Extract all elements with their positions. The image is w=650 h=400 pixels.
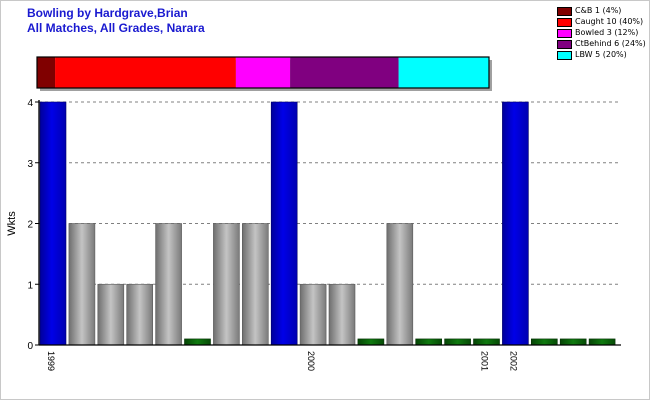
legend-label: Bowled 3 (12%)	[575, 28, 639, 37]
chart-subtitle: All Matches, All Grades, Narara	[27, 21, 205, 35]
bar	[357, 338, 385, 346]
legend-swatch	[557, 51, 572, 60]
dismissal-strip	[36, 56, 492, 91]
y-tick-label: 1	[27, 280, 33, 291]
strip-segment	[37, 57, 56, 88]
bar	[530, 338, 558, 346]
x-tick-label: 2000	[306, 351, 316, 371]
bar	[588, 338, 616, 346]
x-tick-label: 1999	[46, 351, 56, 371]
bar	[155, 223, 182, 346]
legend-label: CtBehind 6 (24%)	[575, 39, 646, 48]
bar	[386, 223, 414, 346]
bar	[126, 283, 153, 346]
bar	[270, 101, 298, 346]
bar	[328, 283, 356, 346]
legend-swatch	[557, 7, 572, 16]
bars	[39, 101, 616, 346]
y-tick-label: 3	[27, 159, 33, 170]
axes: 0 1 2 3 4 Wkts 1999 2000 2001 2002	[6, 98, 621, 371]
bar	[213, 223, 240, 346]
bar	[502, 101, 529, 346]
legend-swatch	[557, 29, 572, 38]
strip-segment	[55, 57, 236, 88]
y-tick-label: 2	[27, 220, 33, 231]
bar	[39, 101, 67, 346]
strip-segment	[398, 57, 489, 88]
chart-title: Bowling by Hardgrave,Brian	[27, 6, 188, 20]
legend-swatch	[557, 18, 572, 27]
legend-label: LBW 5 (20%)	[575, 50, 627, 59]
x-tick-label: 2001	[480, 351, 490, 371]
legend-label: C&B 1 (4%)	[575, 6, 622, 15]
bar	[68, 223, 96, 346]
bar	[415, 338, 443, 346]
strip-border	[36, 56, 490, 89]
legend-label: Caught 10 (40%)	[575, 17, 644, 26]
bar	[444, 338, 471, 346]
bar	[184, 338, 211, 346]
legend-swatch	[557, 40, 572, 49]
y-axis-label: Wkts	[6, 211, 18, 236]
grid	[39, 101, 621, 285]
bar	[242, 223, 269, 346]
bar	[473, 338, 500, 346]
y-tick-label: 4	[27, 98, 33, 109]
y-tick-label: 0	[27, 341, 33, 352]
bar	[299, 283, 327, 346]
bar	[97, 283, 125, 346]
x-tick-label: 2002	[508, 351, 518, 371]
bar	[559, 338, 587, 346]
strip-segment	[235, 57, 291, 88]
strip-segment	[290, 57, 399, 88]
